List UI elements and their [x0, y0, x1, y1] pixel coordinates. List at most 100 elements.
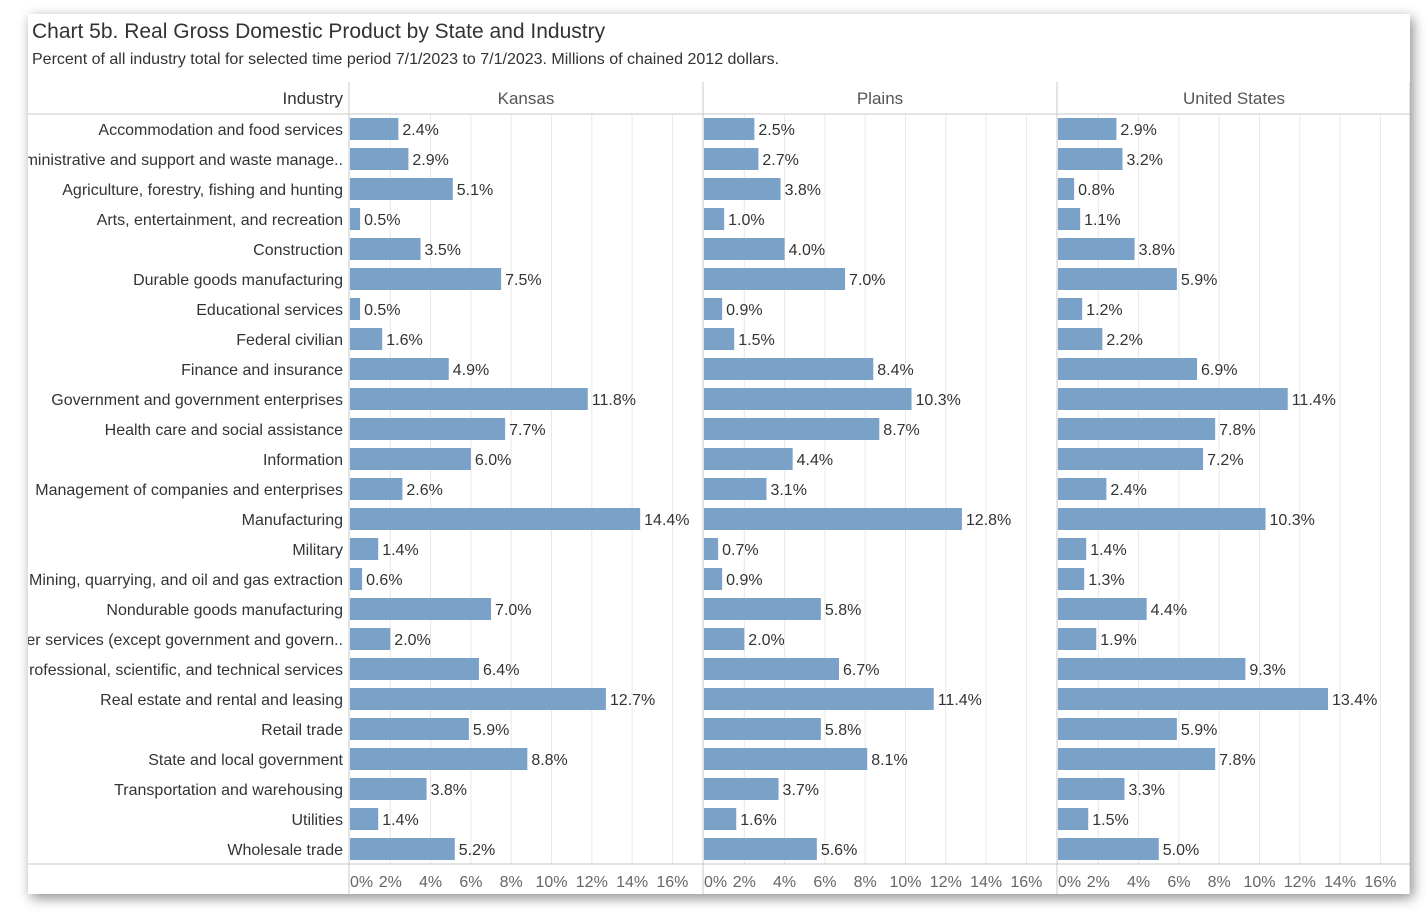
- bar[interactable]: [350, 148, 409, 170]
- bar[interactable]: [704, 808, 737, 830]
- data-label: 11.4%: [1292, 392, 1336, 409]
- bar[interactable]: [350, 448, 471, 470]
- bar[interactable]: [350, 568, 363, 590]
- bar[interactable]: [350, 118, 399, 140]
- data-label: 1.4%: [1090, 542, 1126, 559]
- data-label: 8.4%: [877, 362, 913, 379]
- tick-label: 10%: [535, 874, 567, 891]
- data-label: 1.0%: [728, 212, 764, 229]
- bar[interactable]: [704, 208, 725, 230]
- bar[interactable]: [704, 748, 868, 770]
- tick-label: 4%: [419, 874, 442, 891]
- panel-header: Kansas: [498, 89, 555, 108]
- bar[interactable]: [1058, 538, 1087, 560]
- bar[interactable]: [350, 508, 641, 530]
- bar[interactable]: [704, 358, 874, 380]
- category-label: Management of companies and enterprises: [35, 482, 343, 499]
- bar[interactable]: [350, 538, 379, 560]
- bar[interactable]: [1058, 658, 1246, 680]
- bar[interactable]: [704, 418, 880, 440]
- bar[interactable]: [704, 778, 779, 800]
- data-label: 7.7%: [509, 422, 545, 439]
- bar[interactable]: [704, 688, 934, 710]
- bar[interactable]: [1058, 268, 1177, 290]
- bar[interactable]: [350, 268, 502, 290]
- bar[interactable]: [350, 178, 453, 200]
- bar[interactable]: [350, 418, 506, 440]
- bar[interactable]: [350, 358, 449, 380]
- bar[interactable]: [704, 148, 759, 170]
- bar[interactable]: [704, 178, 781, 200]
- bar[interactable]: [704, 298, 723, 320]
- bar[interactable]: [350, 658, 479, 680]
- bar[interactable]: [350, 238, 421, 260]
- bar[interactable]: [1058, 808, 1089, 830]
- bar[interactable]: [704, 238, 785, 260]
- bar[interactable]: [350, 208, 361, 230]
- bar[interactable]: [704, 268, 846, 290]
- data-label: 0.7%: [722, 542, 758, 559]
- bar[interactable]: [1058, 688, 1329, 710]
- data-label: 2.4%: [1110, 482, 1146, 499]
- bar[interactable]: [704, 448, 793, 470]
- bar[interactable]: [1058, 118, 1117, 140]
- bar[interactable]: [1058, 148, 1123, 170]
- data-label: 5.9%: [1181, 272, 1217, 289]
- bar[interactable]: [704, 388, 912, 410]
- bar[interactable]: [350, 298, 361, 320]
- bar[interactable]: [350, 778, 427, 800]
- data-label: 1.6%: [386, 332, 422, 349]
- category-label: Real estate and rental and leasing: [100, 692, 343, 709]
- data-label: 7.2%: [1207, 452, 1243, 469]
- panel-header: United States: [1183, 89, 1285, 108]
- bar[interactable]: [350, 808, 379, 830]
- tick-label: 16%: [1364, 874, 1396, 891]
- bar[interactable]: [1058, 568, 1085, 590]
- bar[interactable]: [350, 718, 469, 740]
- bar[interactable]: [1058, 778, 1125, 800]
- bar[interactable]: [704, 718, 821, 740]
- bar[interactable]: [704, 538, 719, 560]
- bar[interactable]: [704, 598, 821, 620]
- bar[interactable]: [350, 598, 492, 620]
- bar[interactable]: [1058, 208, 1081, 230]
- bar[interactable]: [350, 838, 455, 860]
- bar[interactable]: [350, 328, 383, 350]
- bar[interactable]: [704, 118, 755, 140]
- bar[interactable]: [350, 388, 588, 410]
- data-label: 11.4%: [938, 692, 982, 709]
- bar[interactable]: [704, 508, 962, 530]
- bar[interactable]: [1058, 298, 1083, 320]
- bar[interactable]: [1058, 508, 1266, 530]
- bar[interactable]: [704, 478, 767, 500]
- bar[interactable]: [1058, 448, 1204, 470]
- category-label: Mining, quarrying, and oil and gas extra…: [29, 572, 343, 589]
- tick-label: 14%: [1324, 874, 1356, 891]
- bar[interactable]: [1058, 838, 1159, 860]
- bar[interactable]: [1058, 748, 1216, 770]
- bar[interactable]: [704, 568, 723, 590]
- bar[interactable]: [350, 478, 403, 500]
- bar[interactable]: [350, 628, 391, 650]
- bar[interactable]: [1058, 328, 1103, 350]
- bar[interactable]: [1058, 598, 1147, 620]
- bar[interactable]: [704, 328, 735, 350]
- bar[interactable]: [1058, 418, 1216, 440]
- bar[interactable]: [704, 628, 745, 650]
- data-label: 4.0%: [789, 242, 825, 259]
- category-label: Other services (except government and go…: [28, 632, 343, 649]
- bar[interactable]: [1058, 478, 1107, 500]
- data-label: 10.3%: [1270, 512, 1315, 529]
- data-label: 8.8%: [531, 752, 567, 769]
- bar[interactable]: [350, 688, 606, 710]
- bar[interactable]: [1058, 178, 1075, 200]
- bar[interactable]: [704, 838, 817, 860]
- bar-chart: Industry Kansas Plains United States Accommo…: [28, 82, 1410, 894]
- bar[interactable]: [1058, 628, 1097, 650]
- bar[interactable]: [1058, 388, 1288, 410]
- bar[interactable]: [350, 748, 528, 770]
- bar[interactable]: [1058, 238, 1135, 260]
- bar[interactable]: [1058, 358, 1198, 380]
- bar[interactable]: [704, 658, 840, 680]
- bar[interactable]: [1058, 718, 1177, 740]
